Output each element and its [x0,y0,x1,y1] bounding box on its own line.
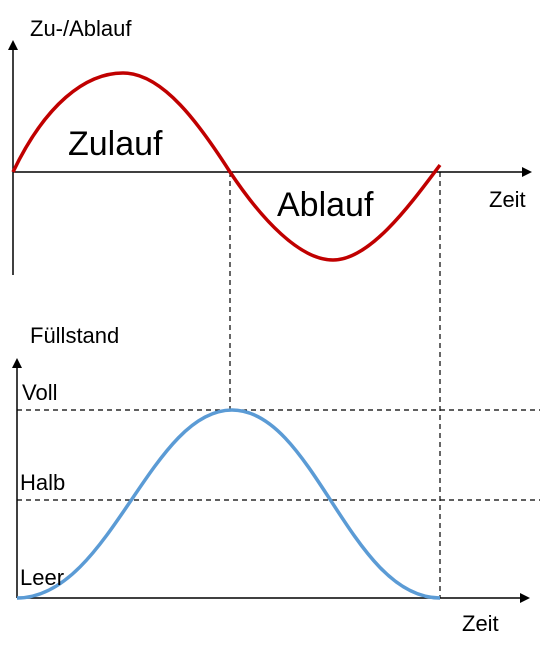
flow-curve [11,71,442,262]
level-curve [16,408,441,600]
axis-label: Zu-/Ablauf [30,16,132,41]
axis-label: Füllstand [30,323,119,348]
axis-label: Zeit [462,611,499,636]
level-label: Leer [20,565,64,590]
curve-label: Ablauf [277,186,374,224]
curve-label: Zulauf [68,125,163,163]
level-label: Voll [22,380,57,405]
level-label: Halb [20,470,65,495]
axis-label: Zeit [489,187,526,212]
